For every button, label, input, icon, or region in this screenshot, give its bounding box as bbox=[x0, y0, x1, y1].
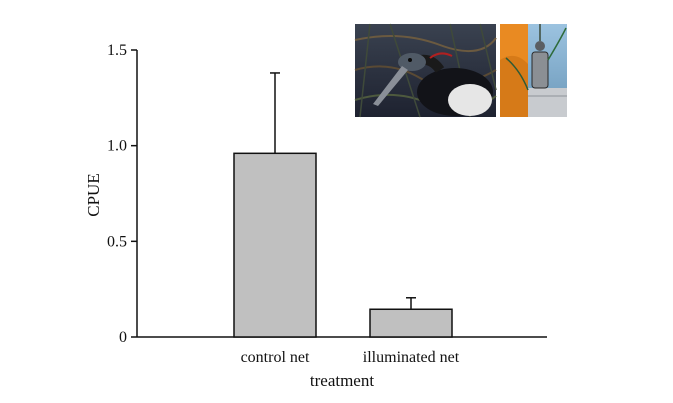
x-axis-title: treatment bbox=[310, 371, 374, 390]
y-tick-label: 1.5 bbox=[107, 42, 127, 59]
bars bbox=[233, 152, 453, 338]
bar-control-net bbox=[233, 152, 317, 338]
y-axis-title: CPUE bbox=[84, 173, 103, 216]
bar-illuminated-net bbox=[369, 308, 453, 338]
y-tick-label: 1.0 bbox=[107, 138, 127, 155]
category-labels: control net illuminated net bbox=[241, 349, 460, 366]
y-tick-label: 0.5 bbox=[107, 233, 127, 250]
x-tick-label: control net bbox=[241, 349, 310, 366]
y-axis: 0 0.5 1.0 1.5 bbox=[107, 42, 138, 346]
y-tick-label: 0 bbox=[119, 329, 127, 346]
error-bars bbox=[270, 72, 416, 310]
bird-in-net-photo bbox=[354, 23, 497, 118]
net-light-photo bbox=[500, 24, 567, 117]
x-tick-label: illuminated net bbox=[363, 349, 460, 366]
